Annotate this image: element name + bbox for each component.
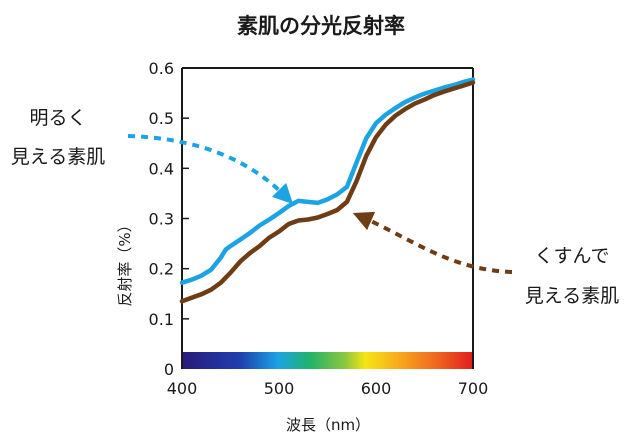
series-line-bright-skin [179,77,476,285]
annotation-dull-line2: 見える素肌 [525,285,619,307]
x-tick-label: 500 [264,379,295,398]
annotation-bright-line2: 見える素肌 [11,146,105,168]
x-tick-label: 400 [167,379,198,398]
y-tick-label: 0.3 [149,210,174,229]
spectrum-color-bar [182,352,473,369]
x-tick-group: 400 500 600 700 [167,379,489,398]
y-tick-label: 0.6 [149,59,174,78]
y-tick-label: 0.2 [149,260,174,279]
series-line-dull-skin [179,80,476,304]
chart-title: 素肌の分光反射率 [237,14,405,38]
series-group [179,77,476,304]
x-axis-label: 波長（nm） [286,416,370,434]
plot-frame [181,67,474,369]
y-tick-group: 0 0.1 0.2 0.3 0.4 0.5 0.6 [149,59,189,379]
x-tick-label: 600 [361,379,392,398]
y-tick-label: 0.1 [149,310,174,329]
annotation-group: 明るく 見える素肌 くすんで 見える素肌 [11,107,619,307]
y-tick-label: 0.5 [149,109,174,128]
y-tick-label: 0 [164,360,174,379]
dull-skin-arrow [352,211,513,274]
y-axis-label: 反射率（%） [116,217,134,306]
annotation-dull-line1: くすんで [534,245,609,267]
y-tick-label: 0.4 [149,159,174,178]
x-tick-label: 700 [458,379,489,398]
annotation-bright-line1: 明るく [29,107,86,129]
